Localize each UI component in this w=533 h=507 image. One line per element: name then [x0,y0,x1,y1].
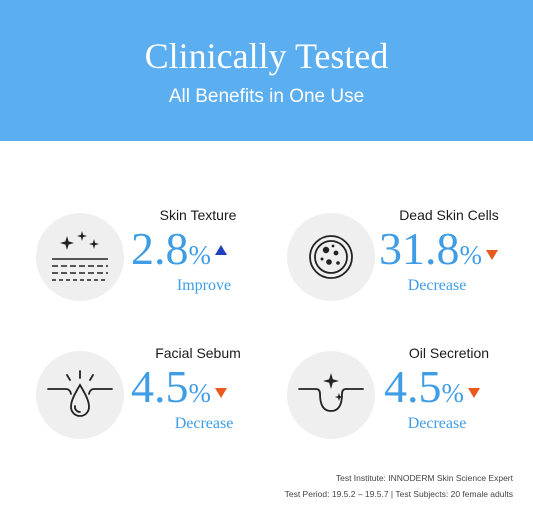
arrow-down-icon [468,388,480,398]
arrow-down-icon [486,250,498,260]
stat-change: Decrease [407,415,467,432]
stat-label: Facial Sebum [155,345,241,361]
stat-skin-texture: Skin Texture 2.8% Improve [36,207,276,317]
stat-value: 31.8% [379,223,498,275]
header-banner [0,0,533,141]
stat-number: 4.5 [131,361,189,412]
stat-number: 4.5 [384,361,442,412]
stat-change: Decrease [174,415,234,432]
stat-label: Oil Secretion [408,345,490,361]
stat-dead-skin-cells: Dead Skin Cells 31.8% Decrease [287,207,527,317]
stat-value: 4.5% [384,361,480,413]
page-title: Clinically Tested [144,36,389,76]
stat-label: Dead Skin Cells [399,207,499,223]
pore-sparkle-icon [287,351,375,439]
stat-value: 2.8% [131,223,227,275]
stat-change: Decrease [407,277,467,294]
stat-label: Skin Texture [159,207,237,223]
stat-change: Improve [176,277,232,294]
stat-value: 4.5% [131,361,227,413]
stat-number: 2.8 [131,223,189,274]
stat-oil-secretion: Oil Secretion 4.5% Decrease [287,345,527,455]
footer-test-period: Test Period: 19.5.2 – 19.5.7 | Test Subj… [284,489,513,499]
stat-unit: % [441,378,465,408]
sparkle-texture-icon [36,213,124,301]
stat-unit: % [188,240,212,270]
arrow-up-icon [215,245,227,255]
stat-facial-sebum: Facial Sebum 4.5% Decrease [36,345,276,455]
stat-unit: % [459,240,483,270]
page-subtitle: All Benefits in One Use [168,86,365,107]
sebum-drop-icon [36,351,124,439]
arrow-down-icon [215,388,227,398]
stat-number: 31.8 [379,223,460,274]
stat-unit: % [188,378,212,408]
footer-test-institute: Test Institute: INNODERM Skin Science Ex… [335,473,513,483]
petri-dish-icon [287,213,375,301]
